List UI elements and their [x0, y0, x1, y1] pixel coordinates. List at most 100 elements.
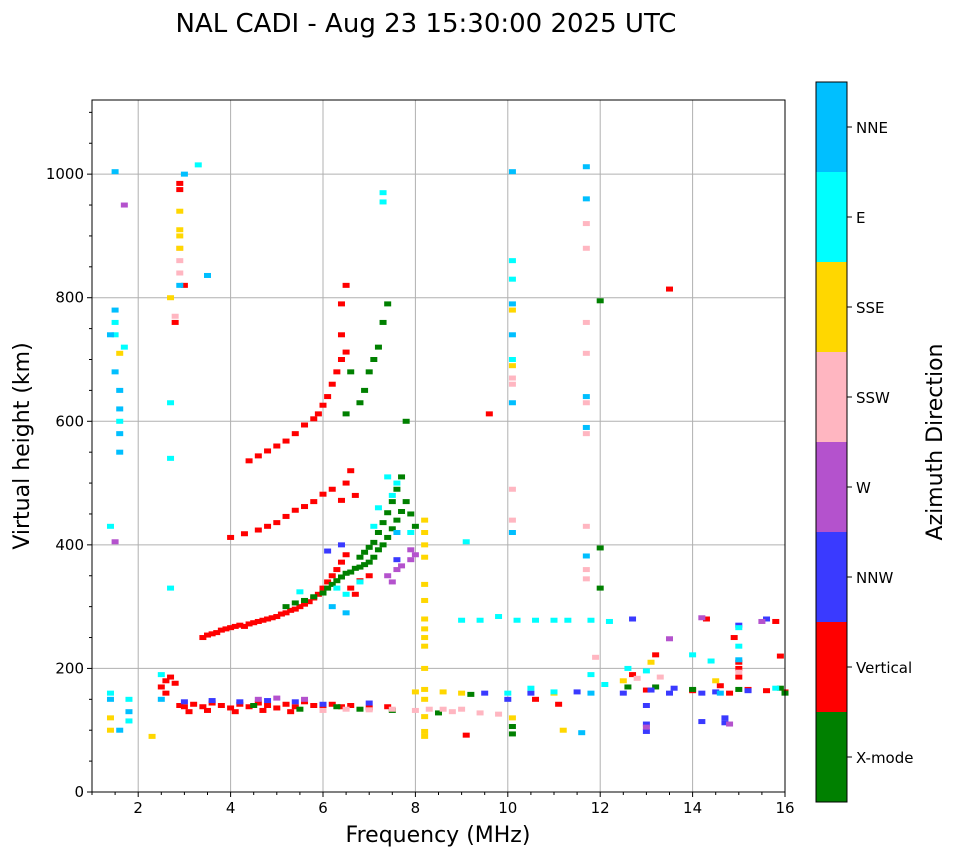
data-point [374, 530, 382, 535]
data-point [291, 507, 299, 513]
data-point [629, 672, 637, 678]
data-point [495, 614, 503, 620]
data-point [282, 513, 290, 519]
data-point [208, 698, 216, 704]
data-point [125, 709, 133, 715]
data-point [111, 332, 119, 338]
data-point [356, 706, 364, 712]
data-point [374, 344, 382, 350]
colorbar-tick-label: W [856, 479, 871, 497]
data-point [402, 499, 410, 505]
data-point [508, 258, 516, 264]
data-point [587, 672, 595, 678]
data-point [342, 591, 350, 597]
data-point [259, 707, 267, 713]
data-point [180, 699, 188, 705]
data-point [573, 689, 581, 695]
data-point [698, 690, 706, 696]
data-point [592, 654, 600, 660]
data-point [194, 162, 202, 168]
data-point [582, 424, 590, 430]
data-point [582, 523, 590, 529]
data-point [167, 295, 175, 301]
data-point [578, 730, 586, 736]
data-point [421, 728, 429, 734]
data-point [361, 549, 369, 555]
y-tick-label: 400 [55, 536, 84, 554]
x-axis-ticks: 2 4 6 8 10 12 14 16 [91, 792, 795, 817]
data-point [116, 418, 124, 424]
colorbar-tick-label: NNE [856, 119, 888, 137]
x-tick-label: 4 [226, 799, 236, 817]
data-point [712, 689, 720, 695]
data-point [273, 614, 281, 620]
colorbar-tick-label: E [856, 209, 865, 227]
data-point [384, 474, 392, 480]
data-point [384, 573, 392, 579]
data-point [282, 438, 290, 444]
data-point [333, 704, 341, 710]
grid [92, 100, 786, 793]
data-point [370, 539, 378, 545]
data-point [157, 684, 165, 690]
data-point [291, 704, 299, 710]
data-point [398, 508, 406, 514]
series-ssw [171, 221, 743, 717]
x-tick-label: 14 [683, 799, 702, 817]
data-point [647, 659, 655, 665]
data-point [596, 298, 604, 304]
data-point [324, 548, 332, 554]
colorbar-label: Azimuth Direction [923, 343, 948, 540]
data-point [550, 617, 558, 623]
data-point [379, 199, 387, 205]
data-point [328, 581, 336, 587]
data-point [605, 618, 613, 624]
data-point [379, 319, 387, 325]
data-point [347, 585, 355, 591]
data-point [656, 674, 664, 680]
data-point [106, 332, 114, 338]
data-point [342, 411, 350, 417]
data-point [629, 616, 637, 622]
data-point [310, 703, 318, 708]
data-point [587, 617, 595, 623]
data-point [384, 534, 392, 540]
data-point [125, 696, 133, 702]
data-point [157, 696, 165, 702]
data-point [116, 727, 124, 733]
data-point [342, 480, 350, 486]
data-point [116, 350, 124, 356]
data-point [351, 492, 359, 498]
data-point [116, 431, 124, 437]
data-point [342, 349, 350, 355]
data-point [347, 369, 355, 375]
data-point [448, 709, 456, 715]
data-point [356, 554, 364, 560]
data-point [421, 696, 429, 702]
data-point [125, 718, 133, 724]
data-point [421, 626, 429, 632]
data-point [421, 733, 429, 739]
y-tick-label: 200 [55, 659, 84, 677]
colorbar-tick-label: SSW [856, 389, 890, 407]
data-point [370, 357, 378, 362]
data-point [337, 542, 345, 548]
data-point [532, 617, 540, 623]
data-point [421, 635, 429, 641]
data-point [319, 402, 327, 408]
data-point [162, 690, 170, 696]
data-point [508, 307, 516, 313]
colorbar-tick-label: SSE [856, 299, 885, 317]
data-point [120, 202, 128, 208]
data-point [508, 715, 516, 721]
data-point [171, 680, 179, 686]
data-point [208, 631, 216, 637]
data-point [425, 706, 433, 712]
data-point [393, 517, 401, 523]
data-point [250, 703, 258, 708]
colorbar-swatch [816, 532, 847, 622]
x-tick-label: 2 [133, 799, 143, 817]
data-point [273, 520, 281, 526]
x-tick-label: 16 [775, 799, 794, 817]
data-point [227, 534, 235, 540]
